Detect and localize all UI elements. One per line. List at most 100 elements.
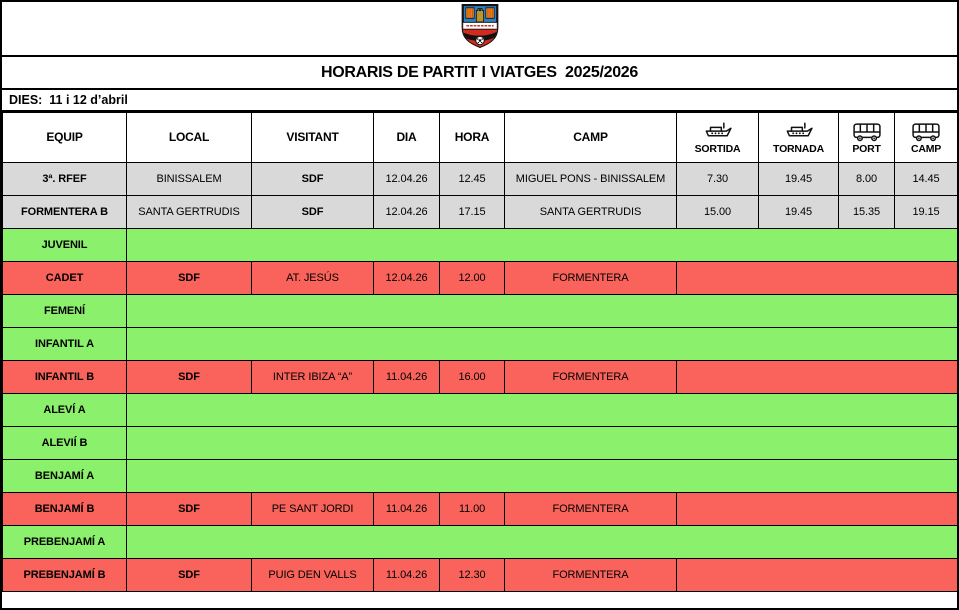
bus-icon <box>896 120 957 144</box>
bus-icon <box>840 120 894 144</box>
team-cell: ALEVÍ A <box>2 393 127 427</box>
team-cell: 3ª. RFEF <box>2 162 127 196</box>
column-header-label: LOCAL <box>168 130 210 144</box>
ferry-icon <box>760 120 838 144</box>
table-row: FEMENÍ <box>2 294 958 328</box>
table-cell: 14.45 <box>894 162 958 196</box>
table-cell: 11.00 <box>439 492 505 526</box>
table-cell: FORMENTERA <box>504 261 677 295</box>
table-cell: FORMENTERA <box>504 360 677 394</box>
table-cell: 19.45 <box>758 195 839 229</box>
team-cell: BENJAMÍ A <box>2 459 127 493</box>
table-cell: 12.00 <box>439 261 505 295</box>
table-cell: 17.15 <box>439 195 505 229</box>
column-header-camp: CAMP <box>504 112 677 163</box>
table-cell: 12.45 <box>439 162 505 196</box>
team-cell: FORMENTERA B <box>2 195 127 229</box>
column-header-equip: EQUIP <box>2 112 127 163</box>
table-cell: SDF <box>126 360 252 394</box>
table-cell: 19.45 <box>758 162 839 196</box>
table-cell: 7.30 <box>676 162 759 196</box>
table-row: CADET SDF AT. JESÚS 12.04.26 12.00 FORMENTERA <box>2 261 958 295</box>
column-header-label: SORTIDA <box>694 142 741 155</box>
empty-merged-cell <box>126 228 958 262</box>
ferry-icon <box>678 120 758 144</box>
table-cell: 8.00 <box>838 162 895 196</box>
table-cell: 12.04.26 <box>373 162 440 196</box>
table-cell: PUIG DEN VALLS <box>251 558 374 592</box>
table-row: JUVENIL <box>2 228 958 262</box>
table-row: BENJAMÍ A <box>2 459 958 493</box>
team-cell: ALEVIÍ B <box>2 426 127 460</box>
empty-merged-cell <box>126 426 958 460</box>
table-cell: 11.04.26 <box>373 360 440 394</box>
column-header-sortida: SORTIDA <box>676 112 759 163</box>
table-cell: PE SANT JORDI <box>251 492 374 526</box>
table-header-row: EQUIP LOCAL VISITANT DIA HORA CAMP SORTIDA TORN… <box>2 112 958 163</box>
table-cell: SANTA GERTRUDIS <box>504 195 677 229</box>
column-header-label: CAMP <box>573 130 608 144</box>
table-row: PREBENJAMÍ A <box>2 525 958 559</box>
table-cell: MIGUEL PONS - BINISSALEM <box>504 162 677 196</box>
team-cell: JUVENIL <box>2 228 127 262</box>
table-row: INFANTIL B SDF INTER IBIZA “A” 11.04.26 16.0… <box>2 360 958 394</box>
dies-label: DIES: 11 i 12 d’abril <box>9 93 128 107</box>
table-row: PREBENJAMÍ B SDF PUIG DEN VALLS 11.04.26 12.… <box>2 558 958 592</box>
column-header-label: HORA <box>454 130 490 144</box>
table-cell: 16.00 <box>439 360 505 394</box>
dies-row: DIES: 11 i 12 d’abril <box>2 90 957 112</box>
empty-merged-cell <box>676 261 958 295</box>
empty-merged-cell <box>676 492 958 526</box>
column-header-label: CAMP <box>910 142 942 155</box>
table-cell: 12.30 <box>439 558 505 592</box>
empty-merged-cell <box>126 459 958 493</box>
schedule-table: EQUIP LOCAL VISITANT DIA HORA CAMP SORTIDA TORN… <box>2 112 958 592</box>
empty-merged-cell <box>126 294 958 328</box>
column-header-label: EQUIP <box>46 130 83 144</box>
table-cell: AT. JESÚS <box>251 261 374 295</box>
title-row: HORARIS DE PARTIT I VIATGES 2025/2026 <box>2 57 957 90</box>
table-cell: 15.00 <box>676 195 759 229</box>
column-header-label: DIA <box>396 130 417 144</box>
team-cell: PREBENJAMÍ A <box>2 525 127 559</box>
team-cell: INFANTIL A <box>2 327 127 361</box>
column-header-tornada: TORNADA <box>758 112 839 163</box>
table-cell: SDF <box>126 261 252 295</box>
table-cell: 11.04.26 <box>373 558 440 592</box>
table-row: ALEVÍ A <box>2 393 958 427</box>
table-row: BENJAMÍ B SDF PE SANT JORDI 11.04.26 11.00 FO… <box>2 492 958 526</box>
team-cell: PREBENJAMÍ B <box>2 558 127 592</box>
team-cell: INFANTIL B <box>2 360 127 394</box>
table-row: INFANTIL A <box>2 327 958 361</box>
column-header-label: VISITANT <box>286 130 339 144</box>
table-row: 3ª. RFEF BINISSALEM SDF 12.04.26 12.45 MIGUEL… <box>2 162 958 196</box>
column-header-visitant: VISITANT <box>251 112 374 163</box>
empty-merged-cell <box>126 327 958 361</box>
club-crest-icon <box>460 3 500 54</box>
empty-merged-cell <box>676 360 958 394</box>
page-title: HORARIS DE PARTIT I VIATGES 2025/2026 <box>321 63 638 81</box>
table-cell: 19.15 <box>894 195 958 229</box>
table-cell: INTER IBIZA “A” <box>251 360 374 394</box>
column-header-dia: DIA <box>373 112 440 163</box>
column-header-label: PORT <box>852 142 881 155</box>
table-cell: FORMENTERA <box>504 558 677 592</box>
empty-merged-cell <box>676 558 958 592</box>
table-cell: SDF <box>251 162 374 196</box>
table-cell: SDF <box>251 195 374 229</box>
table-row: FORMENTERA B SANTA GERTRUDIS SDF 12.04.26 17… <box>2 195 958 229</box>
column-header-hora: HORA <box>439 112 505 163</box>
table-cell: SDF <box>126 492 252 526</box>
table-cell: 11.04.26 <box>373 492 440 526</box>
empty-merged-cell <box>126 525 958 559</box>
empty-merged-cell <box>126 393 958 427</box>
logo-row <box>2 2 957 57</box>
column-header-camp_bus: CAMP <box>894 112 958 163</box>
table-cell: 15.35 <box>838 195 895 229</box>
table-cell: SDF <box>126 558 252 592</box>
table-cell: 12.04.26 <box>373 195 440 229</box>
table-cell: FORMENTERA <box>504 492 677 526</box>
table-row: ALEVIÍ B <box>2 426 958 460</box>
team-cell: FEMENÍ <box>2 294 127 328</box>
